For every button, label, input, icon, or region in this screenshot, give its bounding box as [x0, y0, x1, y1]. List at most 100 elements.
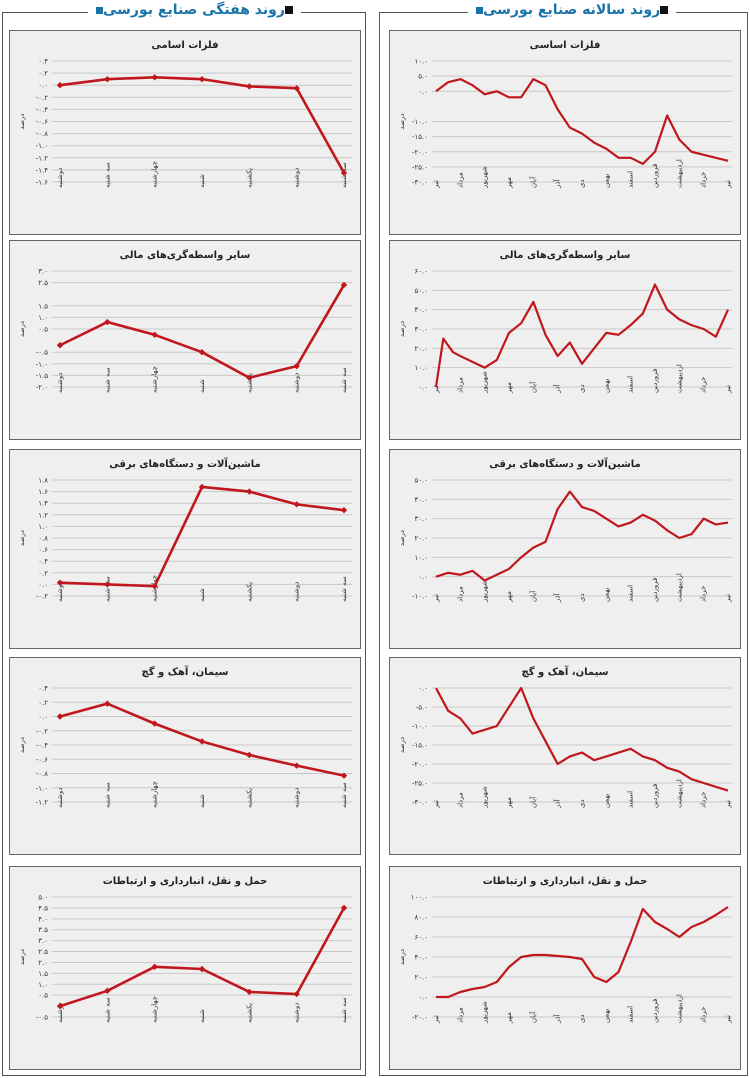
y-tick-label: -۰.۲	[36, 94, 49, 102]
y-tick-label: ۱.۰	[38, 314, 48, 322]
x-tick-label: فروردین	[651, 784, 659, 808]
x-tick-label: دی	[578, 179, 586, 188]
x-tick-label: مهر	[505, 382, 513, 394]
y-tick-label: ۱.۵	[38, 970, 48, 978]
y-tick-label: -۱.۶	[36, 179, 49, 187]
y-tick-label: ۰.۵	[38, 326, 48, 334]
x-tick-label: دی	[578, 1014, 586, 1023]
x-tick-label: چهارشنبه	[151, 781, 159, 808]
y-axis-label: درصد	[398, 321, 406, 337]
weekly-title-text: روند هفتگی صنایع بورسی	[103, 2, 285, 18]
series-line	[435, 490, 729, 582]
data-point-marker	[246, 83, 253, 90]
x-tick-label: تیر	[432, 800, 440, 809]
chart-title: سایر واسطه‌گری‌های مالی	[500, 248, 631, 261]
data-point-marker	[56, 713, 64, 720]
chart-svg: ماشین‌آلات و دستگاه‌های برقی ۵۰.۰ ۴۰.۰ ۳۰.۰…	[398, 457, 732, 603]
x-tick-label: آذر	[553, 179, 562, 189]
x-tick-label: سه شنبه	[340, 997, 348, 1023]
y-tick-label: ۰.۴	[38, 558, 48, 566]
y-tick-label: ۳.۰	[38, 268, 48, 276]
blue-square-icon	[476, 6, 483, 14]
x-tick-label: آبان	[528, 796, 537, 808]
y-tick-label: ۲.۰	[38, 959, 48, 967]
y-tick-label: ۴۰.۰	[414, 954, 428, 962]
y-tick-label: ۰.۲	[38, 70, 48, 78]
data-point-marker	[104, 75, 111, 83]
y-tick-label: -۳۰.۰	[412, 179, 428, 187]
x-tick-label: دی	[578, 799, 586, 808]
x-tick-label: شنبه	[198, 794, 206, 808]
chart-svg: ماشین‌آلات و دستگاه‌های برقی ۱.۸ ۱.۶ ۱.۴ ۱.۲…	[18, 457, 352, 602]
chart-title: ماشین‌آلات و دستگاه‌های برقی	[109, 457, 260, 470]
x-tick-label: خرداد	[700, 377, 708, 393]
x-tick-label: آذر	[553, 593, 562, 603]
x-tick-label: مهر	[505, 1012, 513, 1024]
y-axis-label: درصد	[18, 113, 26, 129]
series-line	[435, 78, 729, 165]
weekly-chart-panel: ماشین‌آلات و دستگاه‌های برقی ۱.۸ ۱.۶ ۱.۴ ۱.۲…	[9, 449, 361, 649]
y-tick-label: -۱.۲	[36, 154, 49, 162]
x-tick-label: دوشنبه	[56, 1003, 64, 1023]
x-tick-label: سه شنبه	[103, 162, 111, 188]
series-line	[59, 485, 345, 588]
y-tick-label: -۰.۴	[36, 742, 49, 750]
y-tick-label: ۳۰.۰	[414, 515, 428, 523]
data-point-marker	[198, 483, 206, 491]
x-tick-label: شهریور	[481, 1001, 489, 1024]
x-tick-label: تیر	[724, 594, 732, 603]
x-tick-label: مهر	[505, 591, 513, 603]
x-tick-label: شنبه	[198, 588, 206, 602]
y-tick-label: ۱.۴	[38, 500, 48, 508]
x-tick-label: یکشنبه	[245, 788, 253, 808]
y-tick-label: ۳.۰	[38, 937, 48, 945]
y-tick-label: ۱۰.۰	[414, 58, 428, 66]
y-tick-label: ۴۰.۰	[414, 496, 428, 504]
y-tick-label: ۰.۰	[418, 573, 428, 581]
y-tick-label: -۳۰.۰	[412, 799, 428, 807]
y-tick-label: ۰.۰	[38, 82, 48, 90]
x-tick-label: خرداد	[700, 792, 708, 808]
y-tick-label: -۱.۰	[36, 360, 48, 368]
y-tick-label: -۰.۲	[36, 593, 49, 601]
data-point-marker	[293, 762, 300, 769]
y-tick-label: ۶۰.۰	[414, 934, 428, 942]
y-tick-label: -۲۰.۰	[412, 1014, 428, 1022]
x-tick-label: خرداد	[700, 1007, 708, 1023]
y-tick-label: ۱.۰	[38, 981, 48, 989]
chart-title: سیمان، آهک و گچ	[142, 665, 229, 678]
black-square-icon	[660, 6, 669, 14]
x-tick-label: دی	[578, 593, 586, 602]
x-tick-label: دی	[578, 384, 586, 393]
y-tick-label: -۱۰.۰	[412, 118, 428, 126]
y-tick-label: ۳۰.۰	[414, 326, 428, 334]
y-tick-label: ۰.۰	[418, 384, 428, 392]
chart-svg: فلزات اساسی ۱۰.۰ ۵.۰ ۰.۰ -۱۰.۰ -۱۵.۰ -۲۰.۰ -۲۵.…	[398, 40, 732, 189]
x-tick-label: دوشنبه	[293, 582, 301, 602]
x-tick-label: شهریور	[481, 371, 489, 394]
y-tick-label: -۰.۶	[36, 756, 49, 764]
x-tick-label: شنبه	[198, 174, 206, 188]
y-tick-label: ۵.۰	[418, 73, 428, 81]
weekly-chart-panel: سیمان، آهک و گچ ۰.۴ ۰.۲ ۰.۰ -۰.۲ -۰.۴ -۰.۶ -۰.۸…	[9, 657, 361, 855]
x-tick-label: خرداد	[700, 172, 708, 188]
y-tick-label: -۱۵.۰	[412, 742, 428, 750]
data-point-marker	[151, 331, 158, 338]
weekly-chart-panel: فلزات اسامی ۰.۴ ۰.۲ ۰.۰ -۰.۲ -۰.۴ -۰.۶ -۰.۸ -۱.۰…	[9, 30, 361, 235]
x-tick-label: مرداد	[456, 377, 464, 393]
x-tick-label: یکشنبه	[245, 373, 253, 393]
y-tick-label: ۸۰.۰	[414, 914, 428, 922]
x-tick-label: سه شنبه	[103, 576, 111, 602]
y-tick-label: ۴.۵	[38, 904, 48, 912]
chart-title: حمل و نقل، انبارداری و ارتباطات	[103, 876, 268, 887]
x-tick-label: اسفند	[627, 791, 635, 808]
x-tick-label: اسفند	[627, 376, 635, 393]
x-tick-label: بهمن	[602, 587, 610, 602]
x-tick-label: فروردین	[651, 999, 659, 1023]
x-tick-label: تیر	[724, 385, 732, 394]
x-tick-label: آذر	[553, 1014, 562, 1024]
annual-chart-panel: ماشین‌آلات و دستگاه‌های برقی ۵۰.۰ ۴۰.۰ ۳۰.۰…	[389, 449, 741, 649]
y-axis-label: درصد	[18, 949, 26, 965]
data-point-marker	[246, 488, 253, 495]
x-tick-label: آبان	[528, 381, 537, 393]
